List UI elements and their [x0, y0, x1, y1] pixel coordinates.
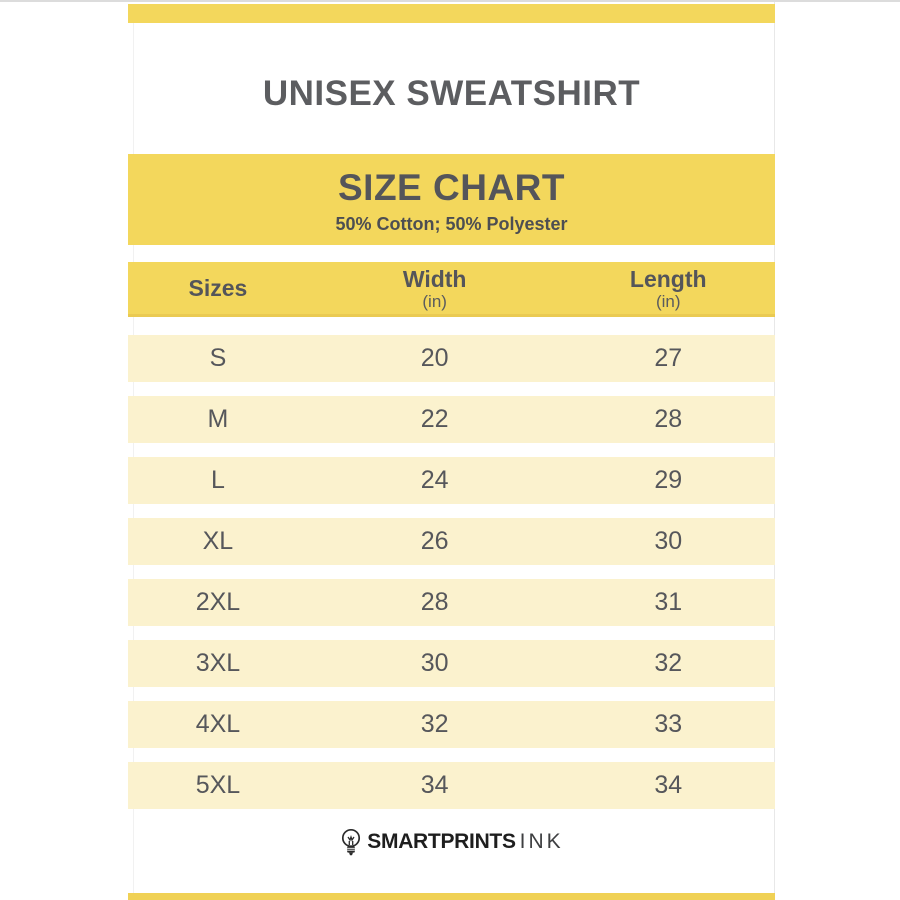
brand-name-light: INK [519, 830, 564, 853]
size-cell: L [210, 466, 225, 494]
table-header-row: Sizes Width (in) Length (in) [128, 262, 775, 317]
size-cell: 3XL [195, 649, 241, 677]
top-hairline [0, 0, 900, 2]
width-cell: 20 [420, 344, 449, 372]
table-row: 3XL 30 32 [128, 640, 775, 687]
length-cell: 27 [654, 344, 683, 372]
table-row: S 20 27 [128, 335, 775, 382]
size-chart-banner: SIZE CHART 50% Cotton; 50% Polyester [128, 154, 775, 245]
size-cell: S [209, 344, 227, 372]
length-cell: 29 [654, 466, 683, 494]
length-cell: 28 [654, 405, 683, 433]
brand-name-bold: SMARTPRINTS [367, 830, 516, 853]
content-column: UNISEX SWEATSHIRT SIZE CHART 50% Cotton;… [128, 0, 775, 900]
bottom-accent-bar [128, 893, 775, 900]
banner-subtitle: 50% Cotton; 50% Polyester [335, 214, 568, 234]
column-label: Sizes [188, 275, 248, 301]
length-cell: 30 [654, 527, 683, 555]
size-cell: 2XL [195, 588, 241, 616]
size-cell: XL [202, 527, 234, 555]
table-row: 5XL 34 34 [128, 762, 775, 809]
column-label: Length [629, 265, 707, 292]
table-row: L 24 29 [128, 457, 775, 504]
column-header-length: Length (in) [561, 262, 775, 314]
size-cell: 4XL [195, 710, 241, 738]
column-unit: (in) [655, 291, 681, 311]
length-cell: 34 [654, 771, 683, 799]
width-cell: 32 [420, 710, 449, 738]
lightbulb-icon [342, 828, 361, 856]
top-accent-bar [128, 4, 775, 23]
table-row: XL 26 30 [128, 518, 775, 565]
column-label: Width [402, 265, 467, 292]
column-unit: (in) [422, 291, 447, 311]
width-cell: 28 [420, 588, 449, 616]
width-cell: 34 [420, 771, 449, 799]
table-row: 4XL 32 33 [128, 701, 775, 748]
page-right-edge [774, 2, 775, 900]
length-cell: 32 [654, 649, 683, 677]
brand-footer: SMARTPRINTS INK [128, 822, 775, 862]
banner-title: SIZE CHART [338, 167, 565, 208]
width-cell: 26 [420, 527, 449, 555]
length-cell: 33 [654, 710, 683, 738]
width-cell: 30 [420, 649, 449, 677]
length-cell: 31 [654, 588, 683, 616]
size-cell: M [207, 405, 229, 433]
table-body: S 20 27 M 22 28 L 24 29 XL 26 30 2XL 28 [128, 335, 775, 823]
page-title: UNISEX SWEATSHIRT [262, 74, 641, 113]
width-cell: 22 [420, 405, 449, 433]
column-header-sizes: Sizes [128, 262, 308, 314]
table-row: 2XL 28 31 [128, 579, 775, 626]
column-header-width: Width (in) [308, 262, 562, 314]
size-cell: 5XL [195, 771, 241, 799]
table-row: M 22 28 [128, 396, 775, 443]
width-cell: 24 [420, 466, 449, 494]
